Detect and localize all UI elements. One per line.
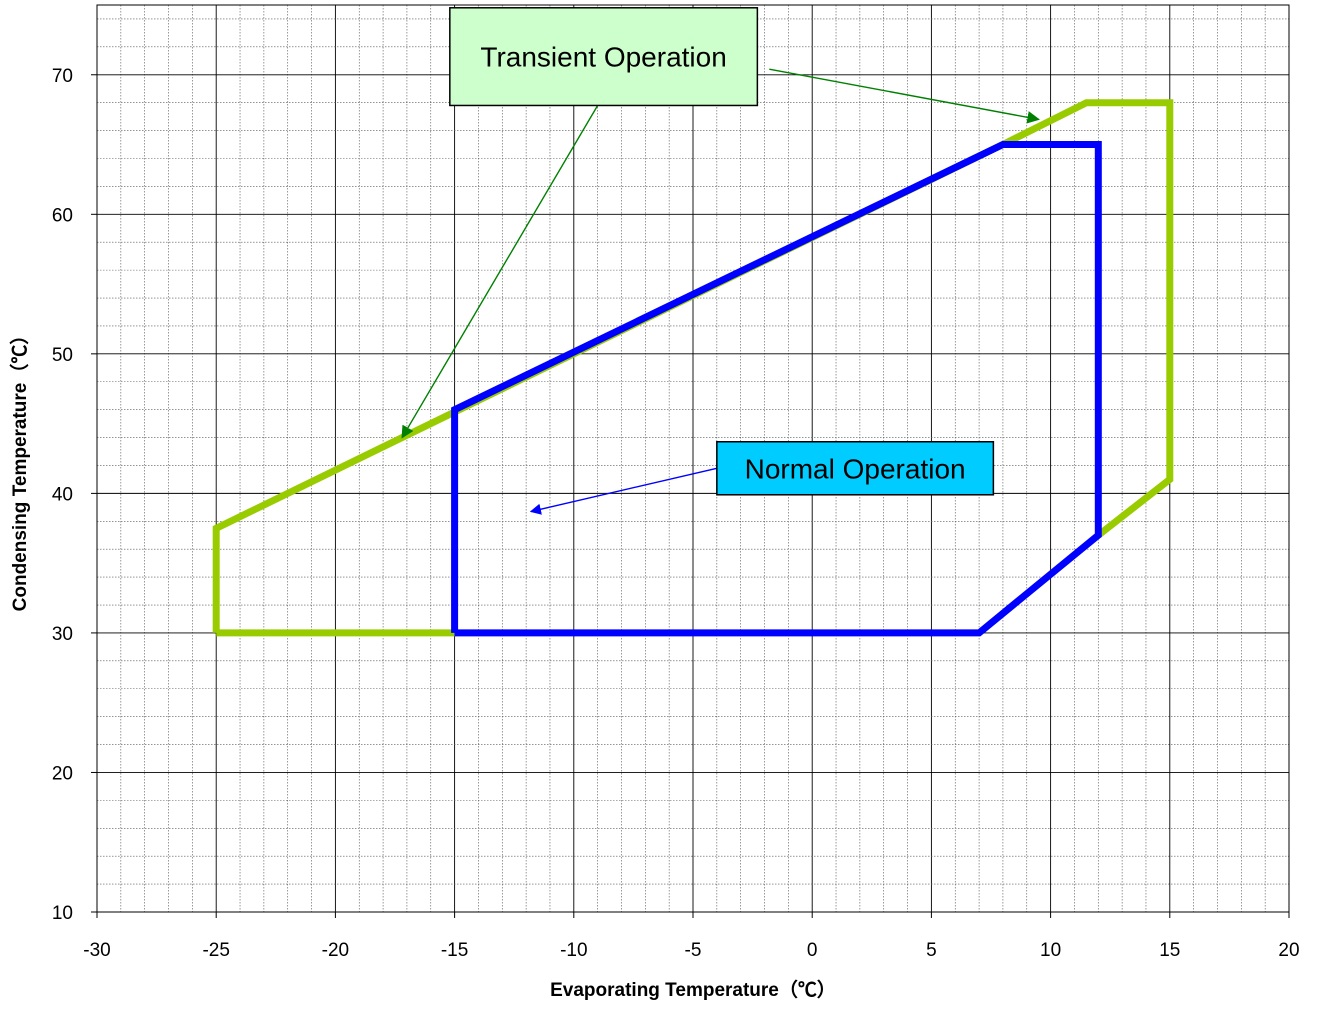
x-tick-label: -25 bbox=[202, 940, 229, 961]
series-normal bbox=[451, 141, 1102, 637]
y-tick-label: 70 bbox=[52, 66, 73, 87]
callout-box bbox=[716, 441, 995, 496]
callout-normal: Normal Operation bbox=[529, 441, 995, 515]
y-tick-label: 40 bbox=[52, 484, 73, 505]
y-tick-label: 50 bbox=[52, 345, 73, 366]
x-tick-label: -15 bbox=[441, 940, 468, 961]
y-tick-label: 60 bbox=[52, 205, 73, 226]
x-tick-label: -10 bbox=[560, 940, 587, 961]
x-tick-label: 5 bbox=[926, 940, 937, 961]
y-tick-label: 30 bbox=[52, 624, 73, 645]
x-tick-label: 10 bbox=[1040, 940, 1061, 961]
grid bbox=[97, 5, 1289, 912]
y-tick-label: 10 bbox=[52, 903, 73, 924]
callout-arrow bbox=[529, 467, 717, 515]
series-transient bbox=[212, 99, 1174, 633]
callout-box bbox=[449, 7, 759, 107]
callout-arrow bbox=[401, 105, 599, 439]
series-layer bbox=[212, 99, 1174, 637]
x-tick-label: 0 bbox=[807, 940, 818, 961]
x-tick-label: 20 bbox=[1278, 940, 1299, 961]
callout-label: Transient Operation bbox=[480, 42, 726, 73]
annotation-layer: Transient Operation Normal Operation bbox=[401, 7, 1040, 515]
x-axis-title: Evaporating Temperature（℃） bbox=[550, 978, 836, 1001]
axes: -30 -25 -20 -15 -10 -5 0 5 10 15 20 10 20 30 40 50 60 70 bbox=[52, 4, 1300, 961]
callout-arrow bbox=[769, 68, 1040, 124]
callout-transient: Transient Operation bbox=[401, 7, 1040, 439]
x-tick-label: 15 bbox=[1159, 940, 1180, 961]
x-tick-label: -5 bbox=[685, 940, 702, 961]
x-tick-label: -30 bbox=[83, 940, 110, 961]
callout-label: Normal Operation bbox=[745, 453, 966, 484]
y-tick-label: 20 bbox=[52, 763, 73, 784]
x-tick-label: -20 bbox=[322, 940, 349, 961]
y-axis-title: Condensing Temperature（℃） bbox=[8, 326, 31, 612]
